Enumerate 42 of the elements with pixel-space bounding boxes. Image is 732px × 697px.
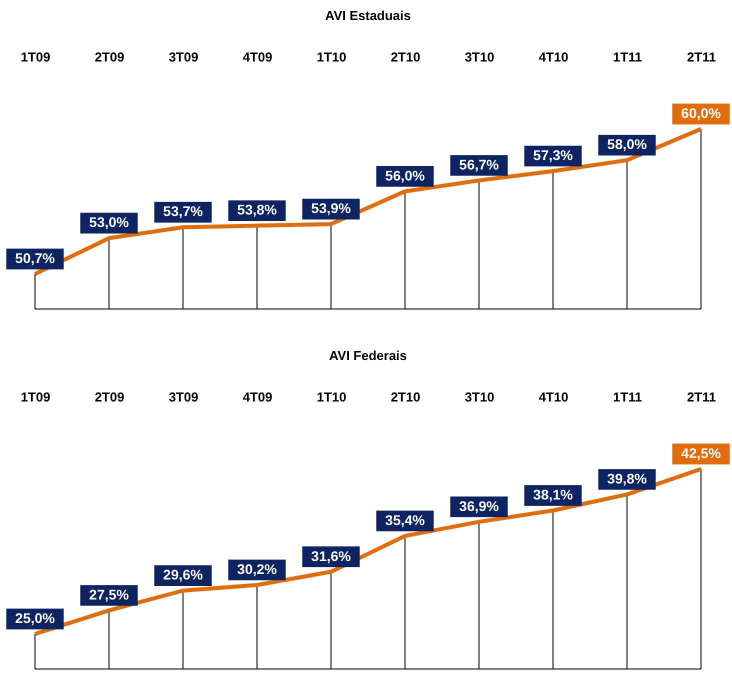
x-tick-label: 3T10 bbox=[464, 390, 494, 404]
data-label: 56,7% bbox=[459, 156, 500, 172]
chart-title: AVI Federais bbox=[329, 348, 407, 363]
data-label: 29,6% bbox=[163, 566, 204, 583]
data-label: 58,0% bbox=[607, 136, 648, 152]
data-label: 30,2% bbox=[237, 560, 278, 577]
data-label: 38,1% bbox=[533, 486, 574, 502]
data-label: 50,7% bbox=[15, 250, 56, 266]
x-tick-label: 1T11 bbox=[613, 50, 642, 64]
x-tick-label: 4T09 bbox=[242, 390, 272, 404]
x-tick-label: 3T09 bbox=[168, 390, 198, 404]
data-label: 31,6% bbox=[311, 548, 352, 564]
data-label: 53,9% bbox=[311, 200, 352, 216]
x-tick-label: 2T11 bbox=[687, 390, 716, 404]
x-tick-label: 4T10 bbox=[538, 50, 568, 64]
x-tick-label: 1T09 bbox=[20, 50, 50, 64]
x-tick-label: 4T09 bbox=[242, 50, 272, 64]
x-tick-label: 2T10 bbox=[390, 50, 420, 64]
data-label: 57,3% bbox=[533, 147, 574, 164]
data-label: 36,9% bbox=[459, 498, 500, 514]
x-tick-label: 1T09 bbox=[20, 390, 50, 404]
x-tick-label: 3T10 bbox=[464, 50, 494, 64]
x-tick-label: 2T10 bbox=[390, 390, 420, 404]
data-label: 60,0% bbox=[681, 105, 722, 121]
data-label: 53,0% bbox=[89, 214, 130, 230]
x-tick-label: 2T09 bbox=[94, 390, 124, 404]
x-tick-label: 1T10 bbox=[316, 390, 346, 404]
x-tick-label: 4T10 bbox=[538, 390, 568, 404]
data-label: 42,5% bbox=[681, 445, 722, 461]
x-tick-label: 2T11 bbox=[687, 50, 716, 64]
data-label: 53,8% bbox=[237, 202, 278, 218]
x-tick-label: 1T10 bbox=[316, 50, 346, 64]
x-tick-label: 3T09 bbox=[168, 50, 198, 64]
x-tick-label: 1T11 bbox=[613, 390, 642, 404]
data-label: 25,0% bbox=[15, 610, 56, 626]
data-label: 27,5% bbox=[89, 586, 130, 602]
chart-title: AVI Estaduais bbox=[325, 8, 411, 23]
x-tick-label: 2T09 bbox=[94, 50, 124, 64]
data-label: 53,7% bbox=[163, 203, 204, 220]
data-label: 35,4% bbox=[385, 512, 426, 528]
data-label: 56,0% bbox=[385, 167, 426, 184]
data-label: 39,8% bbox=[607, 470, 648, 486]
